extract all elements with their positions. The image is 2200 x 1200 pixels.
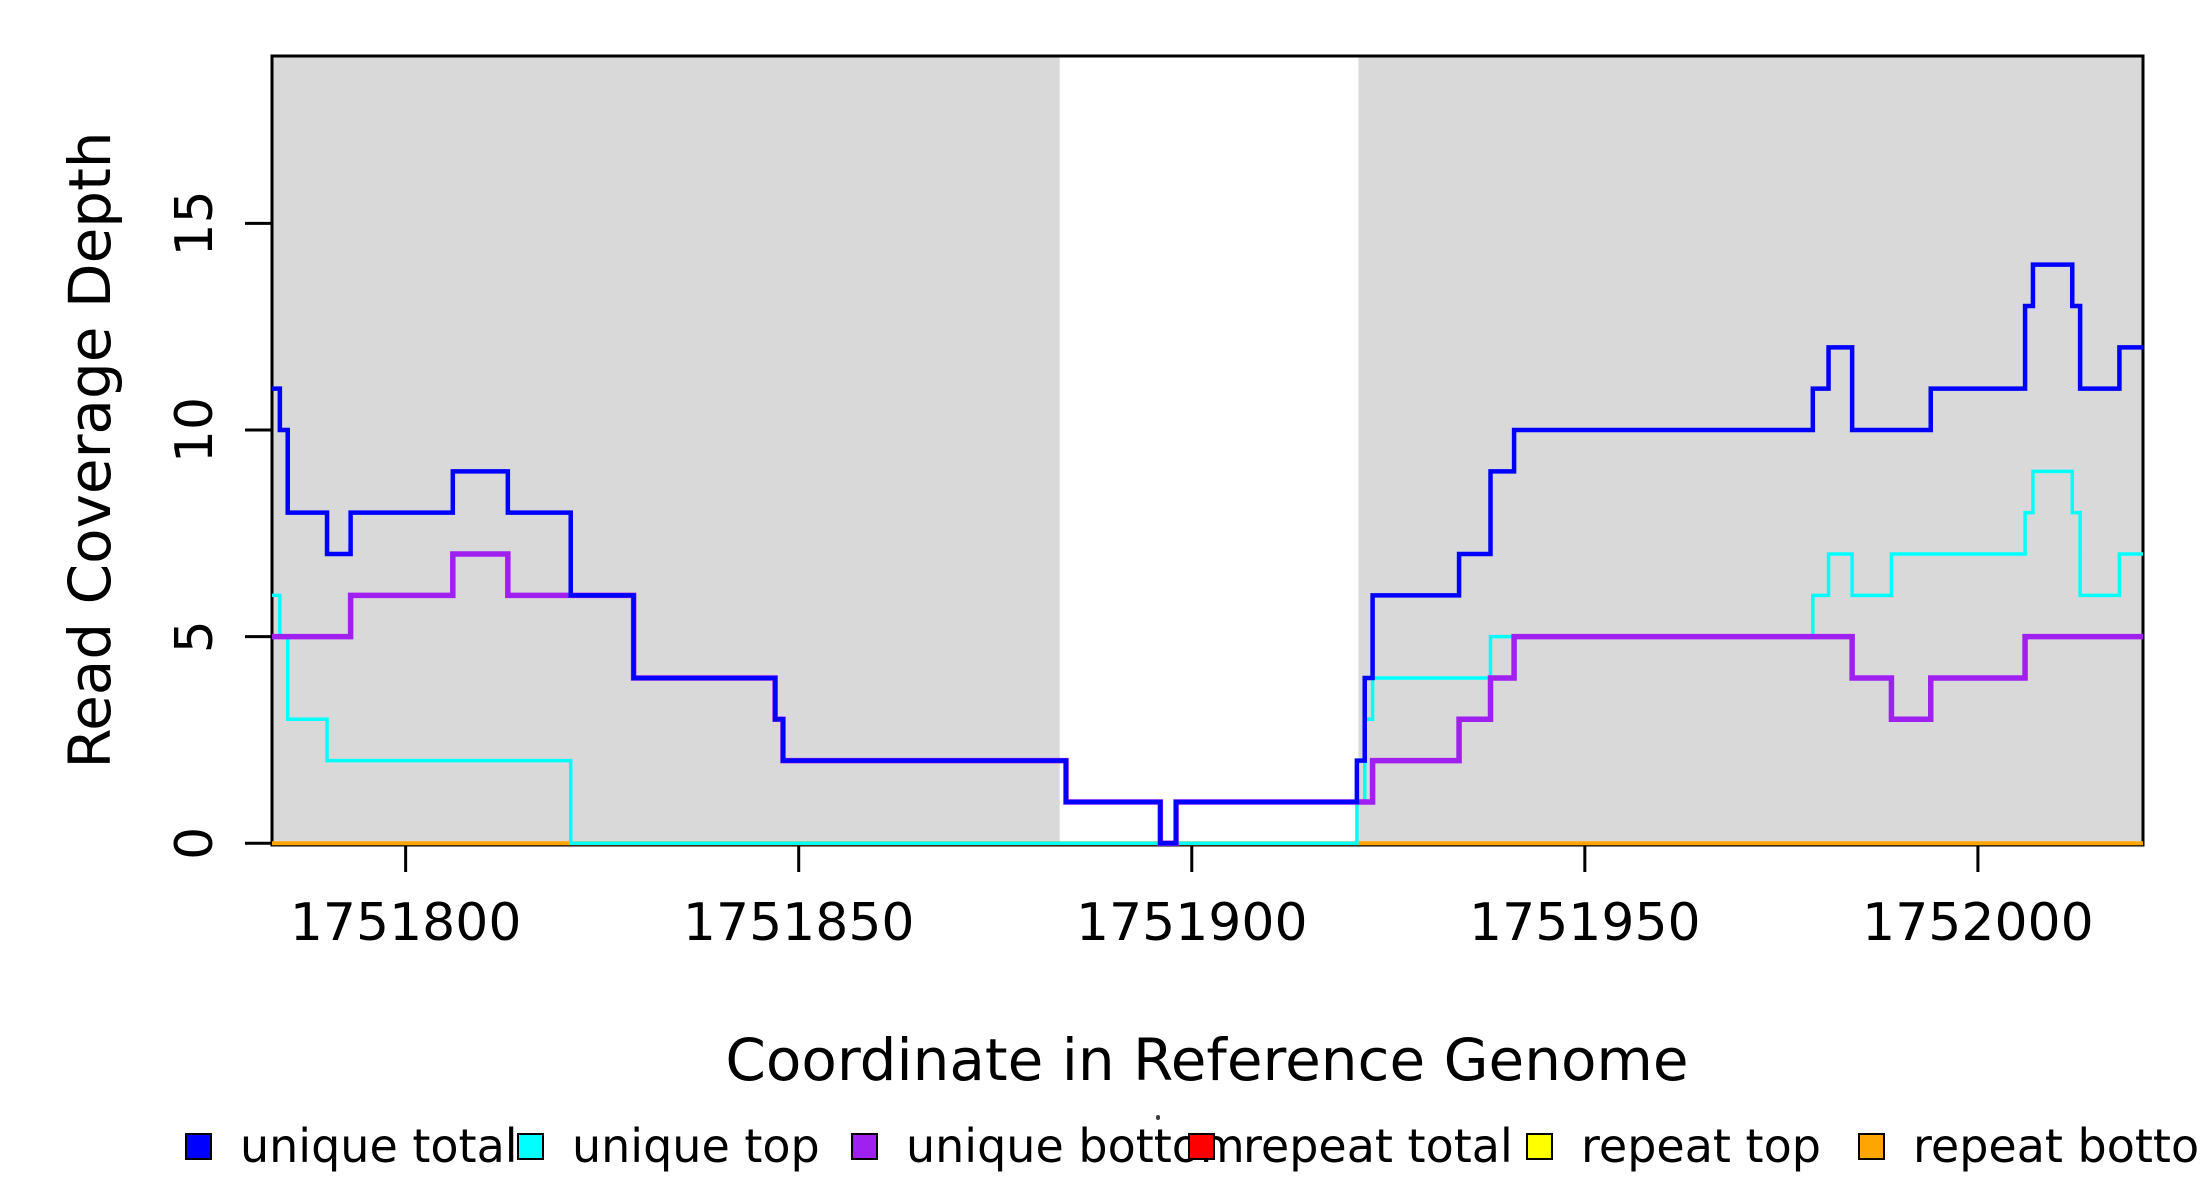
y-tick-label: 15: [165, 190, 225, 256]
stray-dot: [1156, 1115, 1160, 1120]
repeat-region-band: [272, 57, 1060, 844]
x-tick-label: 1751850: [683, 893, 915, 953]
x-tick-label: 1751900: [1076, 893, 1308, 953]
y-tick-label: 0: [165, 827, 225, 860]
y-axis-title: Read Coverage Depth: [56, 131, 124, 768]
series-lines: [272, 262, 2143, 847]
axes: 1751800 1751850 1751900 1751950 1752000 0 5 10 1…: [165, 54, 2145, 953]
series-line-unique-top: [272, 469, 2143, 846]
y-tick-label: 10: [165, 397, 225, 463]
x-tick-label: 1752000: [1862, 893, 2094, 953]
series-line-unique-total: [272, 262, 2143, 846]
shaded-repeat-regions: [272, 57, 2143, 844]
x-axis-title: Coordinate in Reference Genome: [725, 1026, 1688, 1094]
y-tick-label: 5: [165, 620, 225, 653]
x-tick-label: 1751800: [290, 893, 522, 953]
x-tick-label: 1751950: [1469, 893, 1701, 953]
repeat-region-band: [1358, 57, 2143, 844]
